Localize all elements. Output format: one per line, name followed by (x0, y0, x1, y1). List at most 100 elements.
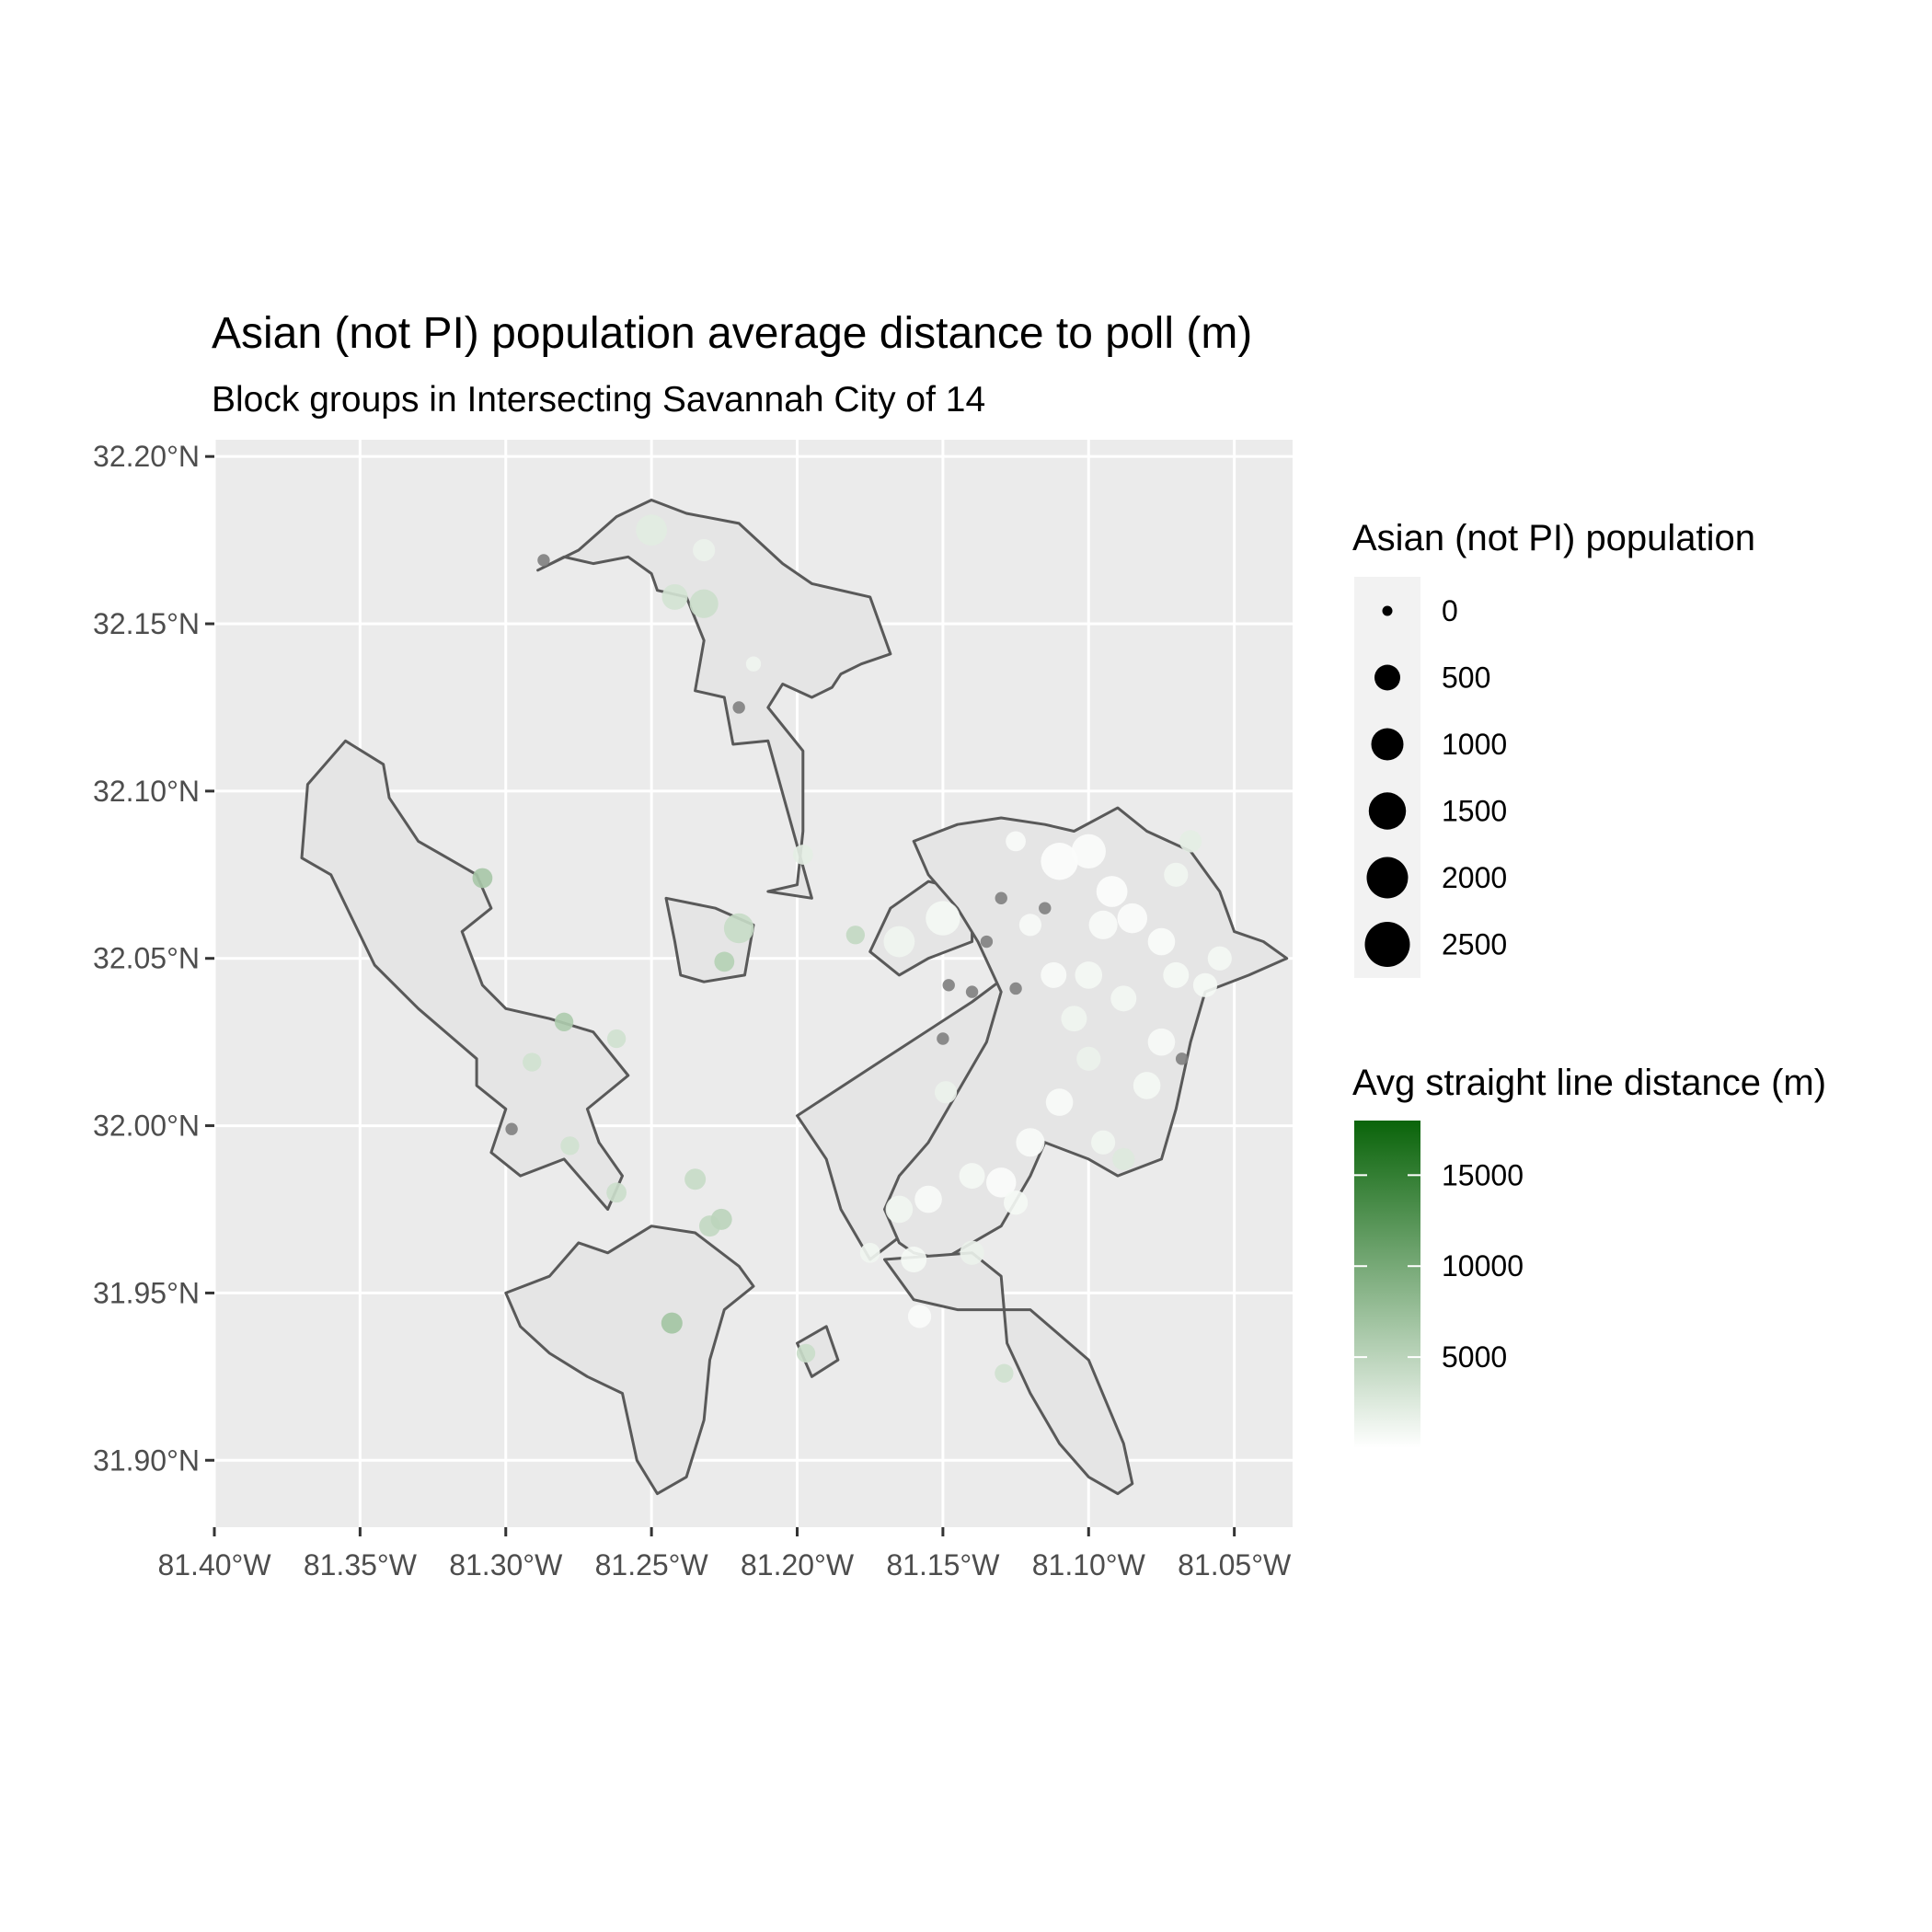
population-point (1076, 1046, 1101, 1071)
y-tick-label: 32.00°N (93, 1110, 200, 1143)
population-point (885, 1195, 914, 1224)
population-point (560, 1136, 580, 1156)
x-tick-label: 81.25°W (595, 1548, 709, 1581)
block-group-polygon (883, 1251, 1134, 1496)
population-point (1117, 903, 1148, 934)
population-point (1009, 982, 1022, 995)
population-point (859, 1242, 880, 1263)
chart-title: Asian (not PI) population average distan… (212, 309, 1252, 358)
population-point (606, 1182, 627, 1203)
population-point (1147, 1028, 1176, 1056)
population-point (1096, 876, 1128, 907)
population-point (1006, 831, 1026, 852)
x-tick-label: 81.40°W (157, 1548, 271, 1581)
y-tick-label: 32.05°N (93, 942, 200, 975)
population-point (710, 1208, 732, 1230)
population-point (1061, 1006, 1087, 1032)
population-point (1112, 1147, 1135, 1171)
size-legend-label: 2000 (1442, 861, 1507, 894)
size-legend-label: 2500 (1442, 928, 1507, 961)
population-point (606, 1029, 627, 1049)
population-point (1207, 946, 1232, 971)
color-legend-label: 10000 (1442, 1249, 1524, 1282)
population-point (934, 1081, 958, 1104)
color-legend-title: Avg straight line distance (m) (1352, 1063, 1826, 1103)
population-point (1110, 985, 1137, 1012)
chart-subtitle: Block groups in Intersecting Savannah Ci… (212, 380, 985, 420)
population-point (1041, 961, 1067, 988)
population-point (965, 985, 979, 998)
block-group-polygons (300, 499, 1289, 1496)
population-point (723, 913, 754, 944)
population-point (693, 538, 716, 562)
population-point (689, 589, 719, 618)
x-tick-label: 81.10°W (1032, 1548, 1146, 1581)
size-legend-dot (1382, 605, 1393, 616)
size-legend-label: 0 (1442, 594, 1458, 627)
y-tick-label: 32.20°N (93, 440, 200, 473)
block-group-polygon (300, 739, 630, 1211)
population-point (796, 1343, 816, 1363)
y-tick-label: 31.95°N (93, 1276, 200, 1309)
population-point (937, 1032, 949, 1045)
population-point (883, 926, 915, 958)
block-group-polygon (883, 806, 1289, 1261)
population-point (661, 1312, 683, 1334)
population-point (1192, 972, 1218, 997)
population-point (636, 514, 668, 546)
population-point (732, 701, 745, 714)
population-point (907, 1305, 932, 1328)
population-point (1016, 1128, 1045, 1157)
population-point (1039, 902, 1052, 914)
population-point (1041, 843, 1078, 880)
population-point (661, 583, 688, 610)
population-point (745, 656, 762, 672)
color-legend: 15000 10000 5000 (1354, 1158, 1524, 1374)
x-tick-label: 81.15°W (886, 1548, 1000, 1581)
y-tick-label: 32.10°N (93, 775, 200, 808)
population-point (537, 554, 550, 567)
x-tick-label: 81.05°W (1178, 1548, 1292, 1581)
size-legend-label: 1000 (1442, 728, 1507, 761)
population-point (1179, 830, 1202, 853)
population-point (472, 868, 493, 889)
x-tick-label: 81.30°W (449, 1548, 563, 1581)
population-point (505, 1122, 518, 1135)
population-point (1133, 1072, 1161, 1099)
size-legend-label: 500 (1442, 661, 1490, 695)
x-tick-label: 81.20°W (741, 1548, 855, 1581)
color-legend-label: 5000 (1442, 1340, 1507, 1374)
y-tick-label: 32.15°N (93, 607, 200, 640)
population-point (1163, 961, 1190, 988)
population-point (792, 845, 813, 865)
size-legend-dot (1366, 857, 1409, 899)
population-point (684, 1168, 707, 1190)
population-point (1018, 914, 1042, 937)
size-legend-dot (1374, 664, 1400, 691)
population-point (980, 935, 994, 949)
population-point (914, 1185, 942, 1213)
y-axis: 32.20°N 32.15°N 32.10°N 32.05°N 32.00°N 31.95… (93, 440, 214, 1477)
population-point (926, 901, 960, 936)
population-point (1147, 927, 1176, 956)
population-point (554, 1012, 574, 1031)
color-legend-label: 15000 (1442, 1158, 1524, 1191)
size-legend-dot (1368, 792, 1407, 830)
population-point (523, 1052, 542, 1072)
x-tick-label: 81.35°W (304, 1548, 418, 1581)
population-point (1175, 1052, 1189, 1065)
population-point (942, 979, 955, 992)
population-point (1164, 862, 1189, 887)
population-point (1071, 834, 1106, 869)
population-point (985, 1167, 1017, 1198)
population-point (1088, 910, 1118, 939)
population-point (1045, 1088, 1074, 1116)
x-axis: 81.40°W 81.35°W 81.30°W 81.25°W 81.20°W 81.15… (157, 1527, 1292, 1581)
population-point (845, 926, 866, 945)
size-legend-title: Asian (not PI) population (1352, 518, 1755, 558)
population-point (714, 951, 735, 972)
population-point (995, 891, 1007, 904)
population-points (472, 514, 1232, 1383)
size-legend-key-bg (1354, 577, 1420, 978)
